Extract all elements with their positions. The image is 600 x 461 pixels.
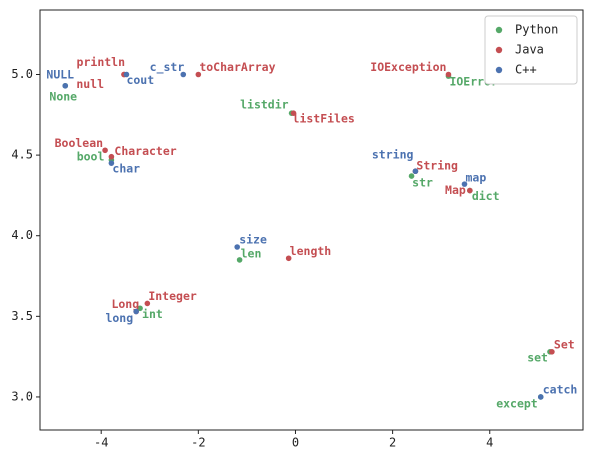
point bbox=[290, 110, 297, 116]
y-tick-label: 3.0 bbox=[11, 389, 33, 403]
point-label: bool bbox=[77, 149, 105, 163]
point-label: len bbox=[241, 246, 262, 260]
point-label: null bbox=[76, 77, 104, 91]
y-tick-label: 3.5 bbox=[11, 309, 33, 323]
point-label: map bbox=[465, 171, 486, 185]
legend-label: Java bbox=[515, 43, 544, 57]
point bbox=[461, 181, 468, 187]
point bbox=[108, 160, 115, 166]
legend-marker bbox=[495, 66, 503, 74]
point bbox=[537, 394, 544, 400]
x-tick-label: 0 bbox=[292, 436, 299, 450]
x-tick-label: 2 bbox=[389, 436, 396, 450]
point bbox=[408, 173, 415, 179]
point bbox=[62, 82, 69, 89]
legend-label: C++ bbox=[515, 63, 537, 77]
point bbox=[412, 168, 419, 175]
point-label: String bbox=[416, 159, 458, 173]
y-tick-label: 4.0 bbox=[11, 228, 33, 242]
plot-area bbox=[39, 9, 584, 431]
point-label: None bbox=[49, 89, 77, 103]
point-label: char bbox=[112, 162, 140, 176]
point-label: println bbox=[77, 55, 126, 69]
x-tick-label: 4 bbox=[486, 436, 493, 450]
legend-marker bbox=[495, 26, 503, 34]
point-label: cout bbox=[126, 73, 154, 87]
point-label: size bbox=[239, 233, 267, 247]
point-label: str bbox=[412, 176, 433, 190]
point bbox=[467, 187, 473, 194]
x-tick-label: -4 bbox=[94, 436, 108, 450]
point-label: length bbox=[290, 244, 332, 258]
y-tick-label: 4.5 bbox=[11, 148, 33, 162]
point-label: Long bbox=[111, 297, 139, 311]
point-label: Set bbox=[554, 337, 575, 351]
point-label: listdir bbox=[240, 98, 289, 112]
point bbox=[137, 305, 143, 312]
point-label: Integer bbox=[148, 289, 197, 303]
legend-marker bbox=[495, 46, 503, 54]
x-tick-label: -2 bbox=[191, 436, 205, 450]
point-label: long bbox=[105, 311, 133, 325]
point-label: string bbox=[372, 148, 414, 162]
point-label: IOException bbox=[370, 60, 446, 74]
point-label: Boolean bbox=[55, 136, 104, 150]
point bbox=[549, 349, 555, 355]
point bbox=[123, 71, 130, 78]
point bbox=[133, 308, 139, 315]
point-label: toCharArray bbox=[199, 60, 275, 74]
point bbox=[236, 257, 243, 263]
point-label: Map bbox=[445, 183, 466, 197]
point-label: catch bbox=[543, 382, 578, 396]
point bbox=[195, 71, 202, 78]
legend-box bbox=[484, 15, 578, 85]
point bbox=[234, 244, 240, 250]
point-label: listFiles bbox=[293, 112, 355, 126]
point bbox=[108, 153, 115, 160]
legend-label: Python bbox=[515, 23, 558, 37]
point bbox=[180, 71, 187, 78]
point-label: c_str bbox=[150, 60, 185, 75]
point bbox=[445, 71, 452, 78]
point-label: set bbox=[527, 350, 548, 364]
point-label: except bbox=[496, 396, 538, 410]
point-label: NULL bbox=[46, 67, 74, 81]
point-label: Character bbox=[114, 144, 176, 158]
point-label: dict bbox=[472, 189, 500, 203]
point bbox=[285, 255, 292, 262]
point-label: int bbox=[142, 307, 163, 321]
y-tick-label: 5.0 bbox=[11, 67, 33, 81]
point bbox=[102, 147, 108, 154]
point bbox=[144, 300, 151, 307]
